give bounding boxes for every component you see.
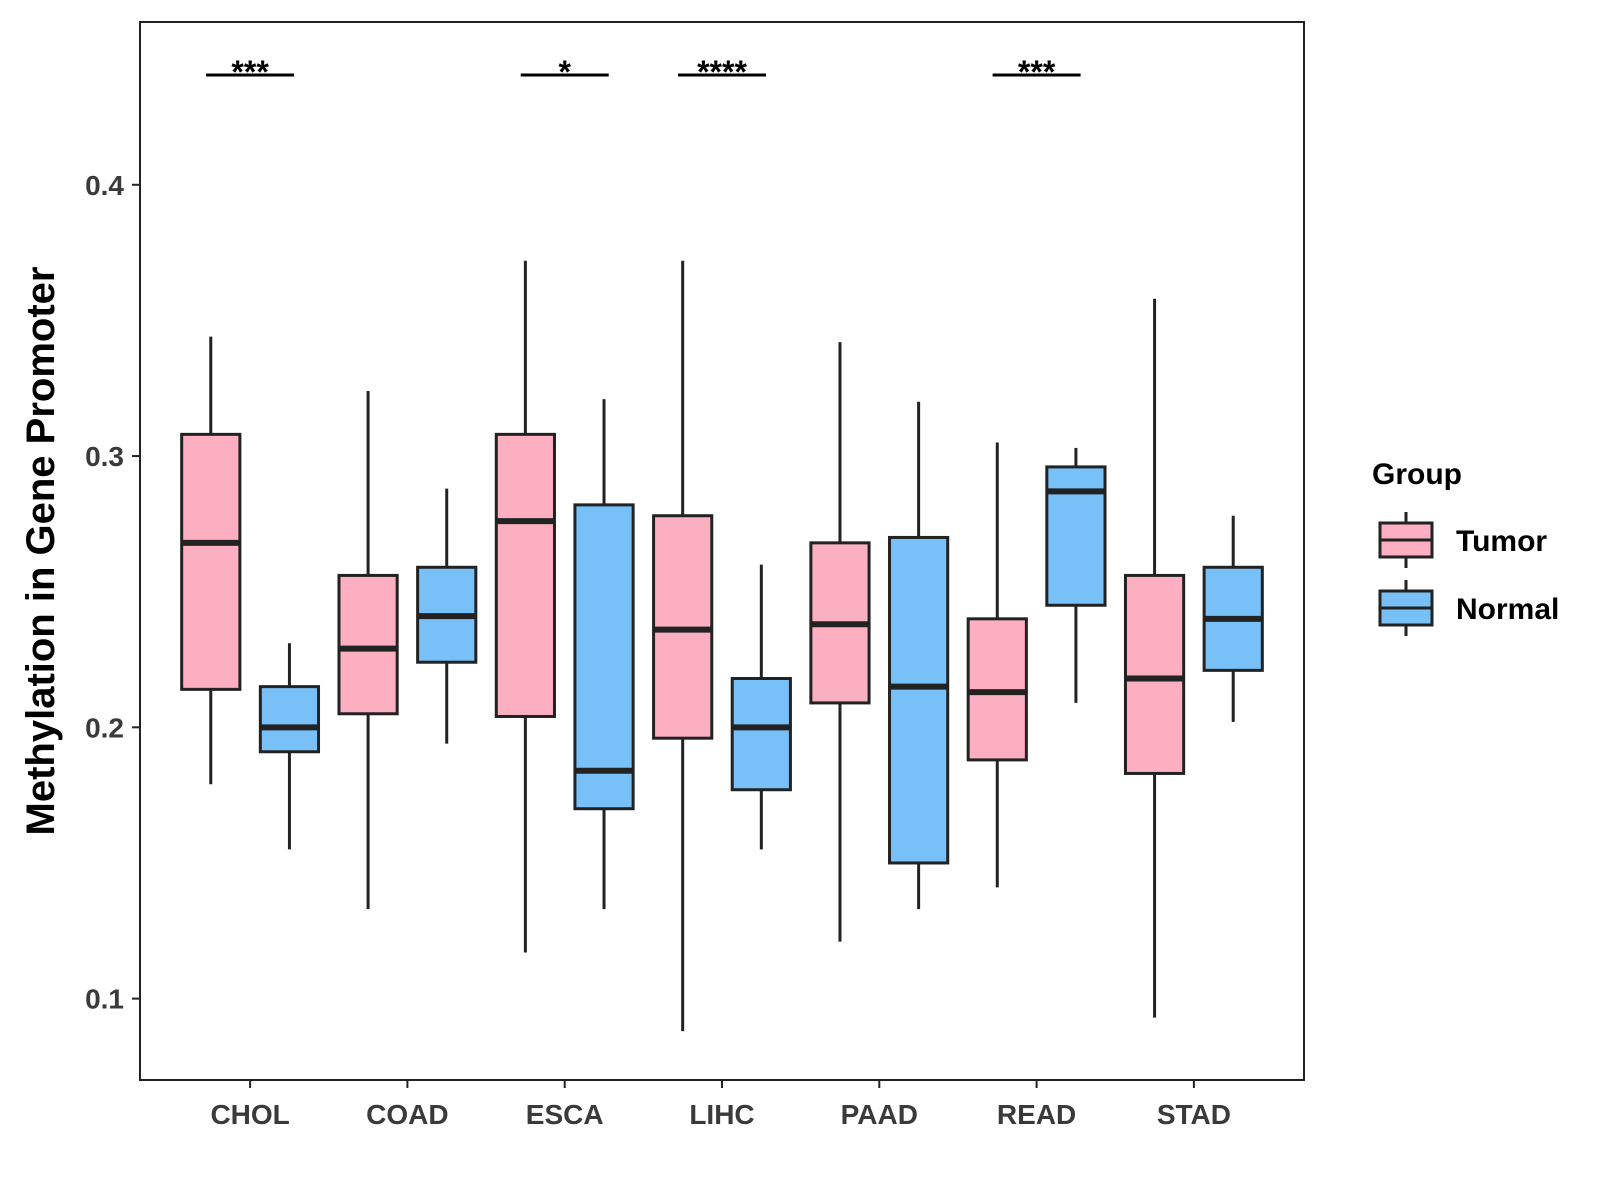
- box-lihc-tumor: [652, 260, 714, 1032]
- y-axis-title: Methylation in Gene Promoter: [19, 267, 63, 836]
- significance-chol: ***: [206, 54, 295, 90]
- significance-label: *: [558, 54, 571, 90]
- box-stad-tumor: [1123, 298, 1186, 1018]
- legend-label: Tumor: [1456, 525, 1547, 558]
- x-tick-label: COAD: [366, 1099, 448, 1130]
- legend-label: Normal: [1456, 593, 1559, 626]
- legend: Group Tumor Normal: [1372, 458, 1559, 636]
- box-body: [888, 535, 950, 865]
- x-tick-label: READ: [997, 1099, 1076, 1130]
- box-body: [494, 432, 556, 718]
- x-tick-label: PAAD: [841, 1099, 918, 1130]
- significance-lihc: ****: [678, 54, 766, 90]
- box-body: [1123, 573, 1186, 775]
- y-tick-label: 0.2: [85, 712, 124, 743]
- x-tick-label: ESCA: [526, 1099, 604, 1130]
- y-tick-label: 0.4: [85, 170, 124, 201]
- box-body: [1045, 465, 1107, 607]
- x-tick-label: STAD: [1157, 1099, 1231, 1130]
- box-esca-tumor: [494, 260, 556, 953]
- box-body: [258, 685, 321, 754]
- box-read-tumor: [966, 442, 1028, 888]
- box-body: [730, 677, 792, 792]
- y-axis: 0.1 0.2 0.3 0.4: [85, 170, 140, 1015]
- significance-label: ***: [231, 54, 269, 90]
- box-stad-normal: [1202, 515, 1264, 722]
- box-coad-normal: [416, 488, 478, 744]
- plot-area: *** * **** ***: [180, 54, 1264, 1032]
- box-read-normal: [1045, 447, 1107, 703]
- y-tick-label: 0.1: [85, 984, 124, 1015]
- y-tick-label: 0.3: [85, 441, 124, 472]
- box-body: [180, 432, 242, 691]
- significance-esca: *: [520, 54, 609, 90]
- legend-entry-tumor: Tumor: [1378, 512, 1547, 568]
- box-paad-tumor: [809, 342, 871, 942]
- box-coad-tumor: [337, 390, 399, 910]
- significance-read: ***: [992, 54, 1081, 90]
- significance-label: ***: [1018, 54, 1056, 90]
- significance-label: ****: [697, 54, 747, 90]
- box-esca-normal: [573, 399, 635, 910]
- box-body: [337, 573, 399, 716]
- legend-title: Group: [1372, 458, 1462, 491]
- legend-entry-normal: Normal: [1378, 580, 1559, 636]
- box-chol-tumor: [180, 336, 242, 785]
- box-paad-normal: [888, 401, 950, 910]
- x-tick-label: LIHC: [689, 1099, 754, 1130]
- x-axis: CHOL COAD ESCA LIHC PAAD READ STAD: [210, 1080, 1231, 1130]
- box-body: [573, 503, 635, 811]
- x-tick-label: CHOL: [210, 1099, 289, 1130]
- box-chol-normal: [258, 643, 321, 850]
- box-lihc-normal: [730, 564, 792, 850]
